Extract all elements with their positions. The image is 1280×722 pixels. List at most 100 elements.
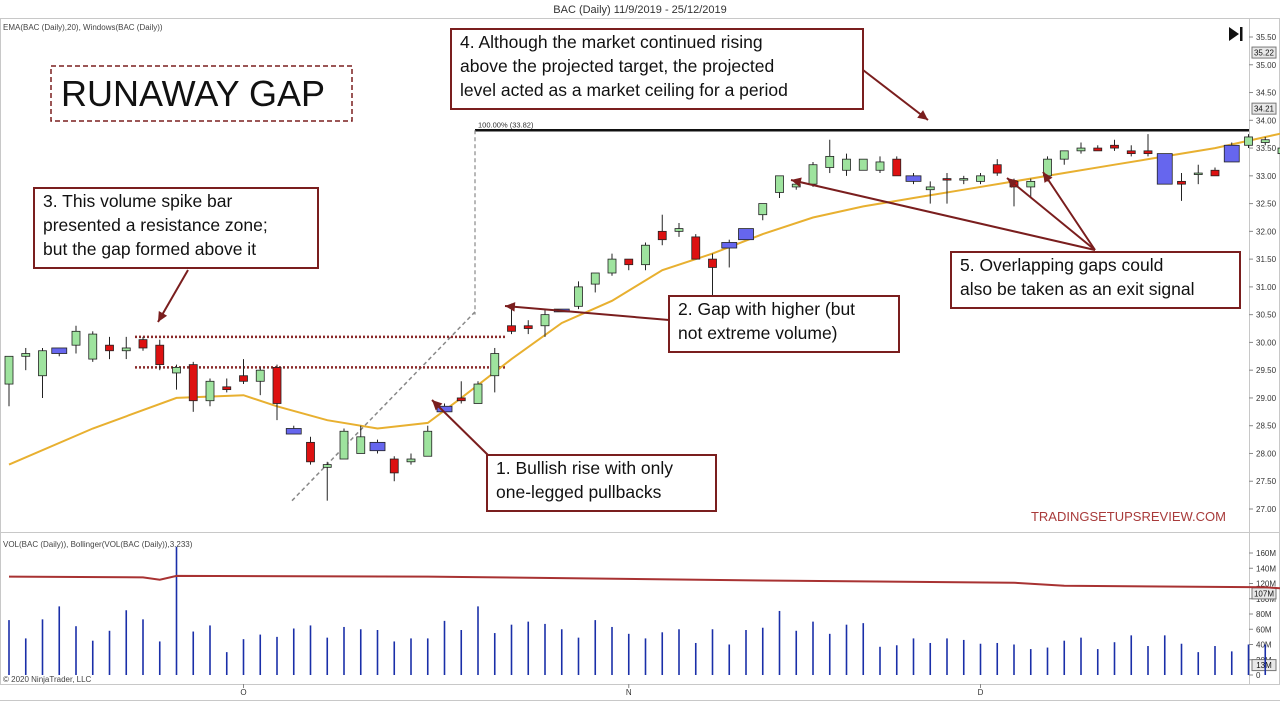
candle-body [71, 330, 81, 346]
candle [758, 203, 768, 221]
gap-candle-body [285, 428, 302, 435]
candle [205, 378, 215, 407]
title-text: RUNAWAY GAP [61, 73, 325, 114]
candle [825, 139, 835, 174]
candle [105, 336, 114, 360]
candle [992, 159, 1002, 176]
candle [188, 361, 198, 412]
projection-leg-dash [291, 311, 476, 502]
annotation-text: but the gap formed above it [43, 239, 256, 259]
candle [708, 253, 717, 296]
candle [905, 173, 922, 185]
candle [1260, 136, 1270, 146]
candle-body [842, 158, 851, 171]
candle-body [708, 258, 717, 268]
candle [657, 214, 667, 246]
price-tick-label: 32.50 [1256, 200, 1277, 209]
candle [624, 258, 634, 271]
candle [473, 381, 483, 404]
volume-tick-label: 0 [1256, 671, 1261, 680]
candle-body [1076, 147, 1086, 152]
gap-candle-body [369, 441, 386, 452]
candle-body [858, 158, 868, 171]
annotation-text: also be taken as an exit signal [960, 279, 1194, 299]
candle-body [540, 314, 550, 327]
watermark: TRADINGSETUPSREVIEW.COM [1031, 509, 1226, 524]
volume-tick-label: 120M [1256, 580, 1276, 589]
candle [959, 175, 969, 185]
candle-body [892, 158, 902, 177]
projected-target-label: 100.00% (33.82) [478, 120, 534, 129]
candle [155, 339, 165, 371]
candle-body [222, 386, 232, 391]
candle-body [456, 397, 466, 402]
candle [255, 367, 265, 396]
candle [674, 223, 684, 237]
gap-candle-body [51, 347, 68, 354]
candle-body [356, 436, 366, 454]
price-tick-label: 33.50 [1256, 144, 1277, 153]
candle [285, 425, 302, 435]
title-box [50, 65, 353, 122]
price-tick-label: 35.50 [1256, 33, 1277, 42]
price-tick-label: 34.00 [1256, 116, 1277, 125]
candle-body [959, 178, 969, 181]
candle-body [574, 286, 583, 307]
arrow-3-head [158, 311, 168, 322]
candle [691, 234, 701, 260]
candle-body [1277, 147, 1280, 155]
annotation-text: level acted as a market ceiling for a pe… [460, 80, 788, 100]
skip-to-end-icon[interactable] [1229, 27, 1243, 41]
candle [775, 175, 784, 199]
candle-body [272, 367, 282, 404]
arrow-5b-head [1007, 178, 1018, 188]
volume-tick-label: 160M [1256, 549, 1276, 558]
candle [21, 347, 31, 371]
candle-body [925, 186, 935, 191]
candle [1210, 167, 1220, 177]
candle-body [205, 380, 215, 402]
x-tick-label: N [626, 688, 632, 697]
candle [892, 156, 902, 177]
annotation-box [450, 28, 864, 110]
candle [322, 461, 332, 501]
gap-candle-body [1223, 144, 1240, 163]
candle-body [339, 430, 349, 460]
candle [1277, 147, 1280, 155]
volume-panel-frame [0, 532, 1280, 685]
candle [306, 436, 315, 465]
candle [172, 364, 181, 390]
candle-body [88, 333, 98, 360]
price-tick-label: 30.00 [1256, 338, 1277, 347]
candle-body [1026, 180, 1036, 188]
candle [641, 242, 650, 271]
annotation-2: 2. Gap with higher (but not extreme volum… [668, 295, 900, 353]
last-bollinger-badge: 107M [1254, 589, 1274, 598]
candle [1093, 145, 1103, 152]
price-tick-label: 28.50 [1256, 422, 1277, 431]
price-tick-label: 29.50 [1256, 366, 1277, 375]
candle [456, 381, 466, 404]
candle [369, 439, 386, 454]
price-panel-label: EMA(BAC (Daily),20), Windows(BAC (Daily)… [3, 23, 163, 32]
price-tick-label: 35.00 [1256, 61, 1277, 70]
candle-body [942, 178, 952, 181]
copyright-label: © 2020 NinjaTrader, LLC [3, 675, 92, 684]
candle-body [657, 230, 667, 241]
candle-body [1177, 180, 1186, 185]
annotation-1: 1. Bullish rise with only one-legged pull… [486, 454, 717, 512]
candle [1244, 134, 1253, 149]
arrow-5b [1006, 177, 1096, 251]
ema-value-badge: 34.21 [1254, 105, 1275, 114]
annotation-box [668, 295, 900, 353]
annotation-text: 2. Gap with higher (but [678, 299, 855, 319]
candle [523, 320, 533, 335]
arrow-5a-head [791, 177, 802, 187]
price-tick-label: 34.50 [1256, 89, 1277, 98]
candle-body [155, 344, 165, 366]
candle [808, 161, 818, 187]
arrow-5c [1042, 171, 1096, 251]
candle-body [1110, 144, 1119, 149]
